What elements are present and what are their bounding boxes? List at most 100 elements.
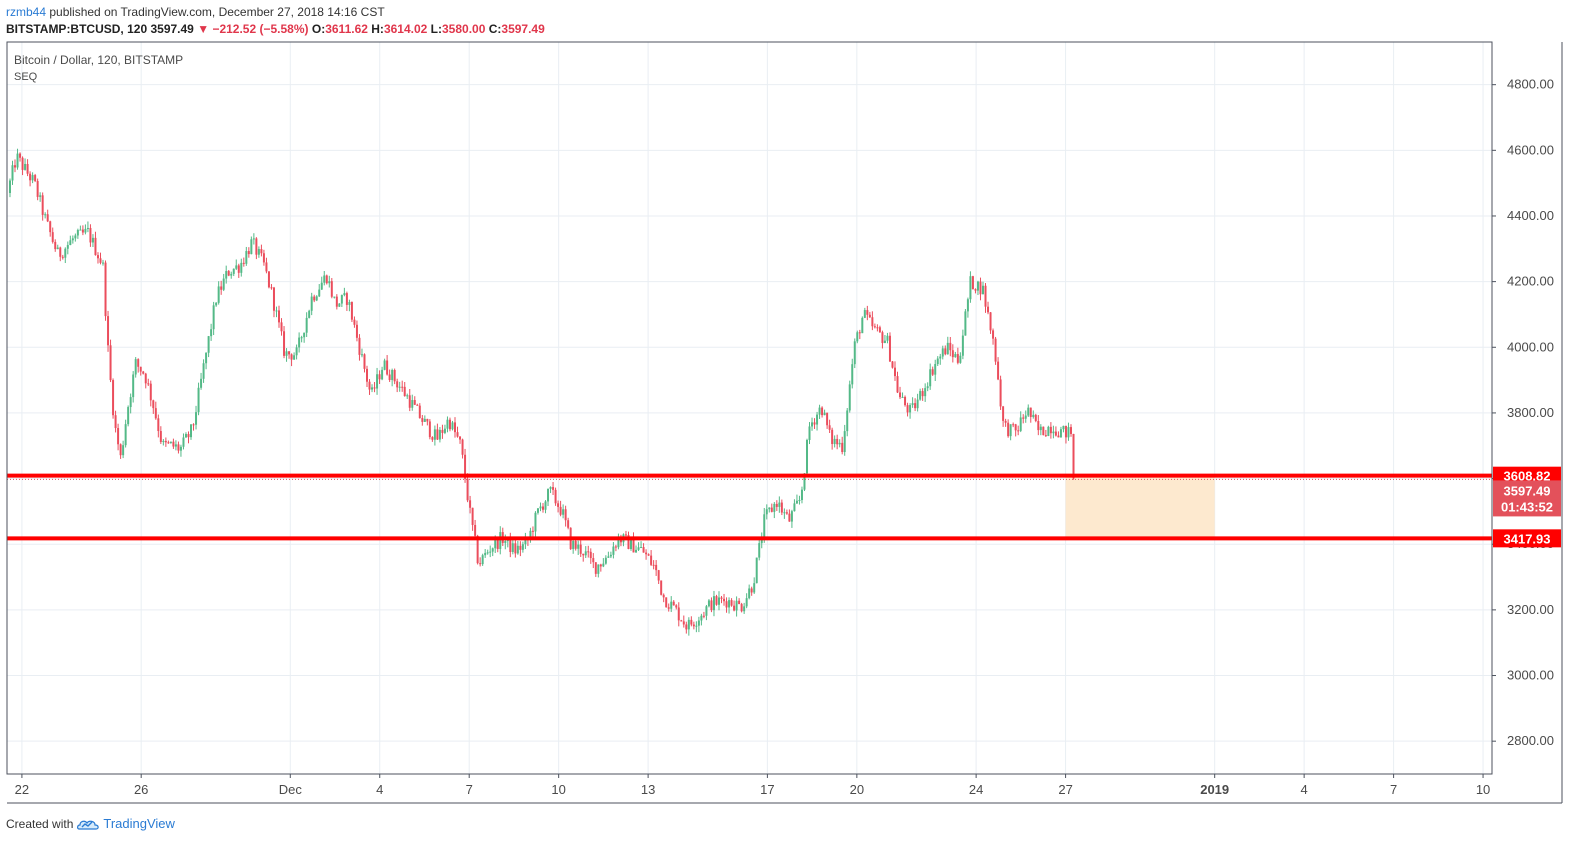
candle-body <box>650 555 653 565</box>
candle-body <box>715 596 718 605</box>
candle-body <box>24 163 27 170</box>
candle-body <box>499 532 502 549</box>
candle-body <box>295 347 298 356</box>
candle-body <box>813 422 816 425</box>
candle-body <box>245 251 248 264</box>
candle-body <box>338 303 341 307</box>
candle-body <box>230 273 233 276</box>
candle-body <box>255 238 258 255</box>
candle-body <box>396 381 399 388</box>
candle-body <box>363 354 366 369</box>
candle-body <box>443 428 446 433</box>
candle-body <box>821 407 824 416</box>
candle-body <box>406 395 409 397</box>
candle-body <box>632 538 635 553</box>
candle-body <box>298 337 301 348</box>
candle-body <box>738 600 741 605</box>
candle-body <box>919 391 922 400</box>
candle-body <box>157 418 160 432</box>
candle-body <box>446 419 449 429</box>
candle-body <box>780 502 783 513</box>
x-tick-label: 22 <box>15 782 29 797</box>
candle-body <box>84 228 87 233</box>
candle-body <box>519 545 522 550</box>
candle-body <box>144 373 147 384</box>
candle-body <box>743 606 746 612</box>
candle-body <box>579 544 582 554</box>
candle-body <box>469 500 472 508</box>
candle-body <box>868 314 871 318</box>
candle-body <box>1042 426 1045 436</box>
candle-body <box>142 371 145 374</box>
candle-body <box>423 418 426 422</box>
candle-body <box>496 538 499 549</box>
candle-body <box>717 597 720 605</box>
candle-body <box>893 367 896 377</box>
candle-body <box>1037 421 1040 431</box>
x-tick-label: 2019 <box>1200 782 1229 797</box>
candle-body <box>96 255 99 259</box>
candle-body <box>74 235 77 239</box>
candle-body <box>278 310 281 323</box>
candle-body <box>514 543 517 554</box>
candle-body <box>1049 426 1052 434</box>
candle-body <box>212 305 215 330</box>
author-link[interactable]: rzmb44 <box>6 5 47 19</box>
candle-body <box>647 554 650 556</box>
candle-body <box>81 229 84 233</box>
candle-body <box>1007 422 1010 437</box>
candle-body <box>1039 426 1042 431</box>
level-lines[interactable] <box>7 473 1492 541</box>
tradingview-brand-link[interactable]: TradingView <box>103 816 175 831</box>
candle-body <box>134 359 137 375</box>
x-tick-label: Dec <box>279 782 303 797</box>
candle-body <box>672 601 675 606</box>
y-tick-label: 4200.00 <box>1507 274 1554 289</box>
candle-body <box>924 388 927 397</box>
x-tick-label: 7 <box>1390 782 1397 797</box>
candle-body <box>393 370 396 382</box>
candle-body <box>582 553 585 556</box>
candle-body <box>1012 424 1015 426</box>
candle-body <box>19 153 22 158</box>
candle-body <box>554 489 557 504</box>
candle-body <box>152 400 155 409</box>
candle-body <box>205 352 208 364</box>
candle-body <box>479 563 482 565</box>
candle-body <box>866 310 869 315</box>
candle-body <box>481 555 484 565</box>
candle-body <box>763 514 766 539</box>
candle-body <box>149 383 152 401</box>
candle-body <box>408 395 411 408</box>
candle-body <box>36 181 39 197</box>
candle-body <box>1047 426 1050 436</box>
candle-body <box>642 547 645 553</box>
candle-body <box>371 387 374 390</box>
candle-body <box>127 407 130 425</box>
candle-body <box>381 369 384 380</box>
candle-body <box>459 436 462 440</box>
candle-body <box>665 597 668 608</box>
candle-body <box>335 296 338 307</box>
candle-body <box>730 600 733 606</box>
candle-body <box>154 408 157 419</box>
candle-body <box>594 562 597 574</box>
y-tick-label: 4000.00 <box>1507 339 1554 354</box>
candle-body <box>86 227 89 229</box>
price-axis[interactable]: 2800.003000.003200.003400.003600.003800.… <box>1492 77 1554 749</box>
time-axis[interactable]: 22 26 Dec 4 7 10 13 17 20 24 27 2019 4 7 10 <box>15 774 1491 797</box>
candle-body <box>657 570 660 581</box>
candle-body <box>122 445 125 456</box>
candle-body <box>785 512 788 514</box>
candle-body <box>290 354 293 360</box>
candle-body <box>682 621 685 625</box>
candle-body <box>964 311 967 336</box>
candle-body <box>235 265 238 269</box>
projection-zone <box>1065 475 1215 539</box>
candle-body <box>438 429 441 440</box>
candle-body <box>994 338 997 362</box>
candle-body <box>489 551 492 553</box>
candle-body <box>888 335 891 362</box>
